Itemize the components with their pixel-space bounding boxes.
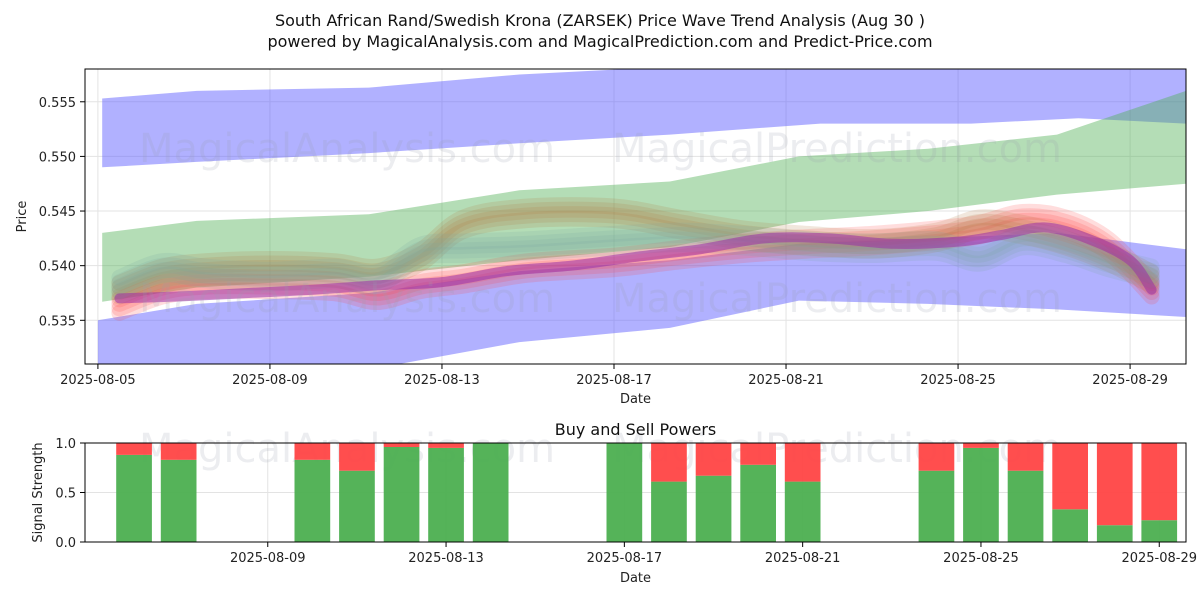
watermark-text: MagicalAnalysis.com [139, 276, 555, 322]
bottom-y-axis-label: Signal Strength [31, 442, 46, 542]
sell-bar [160, 443, 197, 460]
buy-sell-plot: MagicalAnalysis.comMagicalPrediction.com… [31, 420, 1197, 586]
sell-bar [651, 443, 687, 482]
sell-bar [1141, 443, 1178, 521]
sell-bar [428, 443, 464, 448]
buy-bar [383, 447, 420, 542]
bottom-x-tick-label: 2025-08-29 [1121, 551, 1197, 566]
buy-bar [472, 443, 509, 542]
top-x-tick-label: 2025-08-09 [232, 373, 308, 388]
watermark-text: MagicalPrediction.com [612, 276, 1062, 322]
sell-bar [963, 443, 999, 448]
bottom-chart-title: Buy and Sell Powers [555, 420, 717, 439]
buy-bar [339, 470, 375, 542]
price-wave-plot: MagicalAnalysis.com MagicalPrediction.com… [15, 68, 1187, 407]
bottom-x-tick-label: 2025-08-17 [587, 551, 663, 566]
buy-bar [963, 447, 999, 542]
buy-bar [695, 475, 732, 542]
buy-bar [651, 481, 687, 542]
top-y-tick-label: 0.540 [39, 260, 76, 275]
chart-title-line1: South African Rand/Swedish Krona (ZARSEK… [275, 11, 925, 30]
buy-bar [294, 459, 331, 542]
buy-bar [1052, 509, 1088, 542]
sell-bar [339, 443, 375, 471]
sell-bar [1007, 443, 1044, 471]
top-x-tick-label: 2025-08-25 [920, 373, 996, 388]
sell-bar [383, 443, 420, 447]
top-x-tick-label: 2025-08-13 [404, 373, 480, 388]
top-x-axis-label: Date [620, 392, 651, 407]
price-band-green-2 [102, 90, 1186, 302]
bottom-x-tick-label: 2025-08-21 [765, 551, 841, 566]
wave-line-purple-0 [114, 222, 1157, 304]
sell-bar [740, 443, 776, 465]
price-band-blue-0 [102, 69, 1186, 168]
watermark-text: MagicalPrediction.com [612, 126, 1062, 172]
top-y-tick-label: 0.535 [39, 314, 76, 329]
top-x-tick-label: 2025-08-21 [748, 373, 824, 388]
sell-bar [1096, 443, 1133, 526]
sell-bar [918, 443, 955, 471]
buy-bar [116, 454, 152, 542]
bottom-x-tick-label: 2025-08-09 [230, 551, 306, 566]
bottom-x-tick-label: 2025-08-25 [943, 551, 1019, 566]
buy-bar [606, 443, 643, 542]
top-y-axis-label: Price [15, 201, 30, 233]
bottom-y-tick-label: 1.0 [55, 437, 76, 452]
sell-bar [695, 443, 732, 476]
buy-bar [918, 470, 955, 542]
top-y-tick-label: 0.555 [39, 96, 76, 111]
wave-line-teal-1 [111, 227, 1160, 291]
bottom-x-tick-label: 2025-08-13 [408, 551, 484, 566]
bottom-y-tick-label: 0.5 [55, 487, 76, 502]
buy-bar [428, 447, 464, 542]
sell-bar [116, 443, 152, 455]
top-y-tick-label: 0.550 [39, 150, 76, 165]
buy-bar [740, 464, 776, 542]
watermark-text: MagicalAnalysis.com [139, 126, 555, 172]
wave-line-brown-1 [111, 201, 1160, 296]
top-x-tick-label: 2025-08-05 [60, 373, 136, 388]
buy-bar [160, 459, 197, 542]
chart-title-line2: powered by MagicalAnalysis.com and Magic… [267, 32, 932, 51]
buy-bar [1141, 520, 1178, 542]
top-plot-area: MagicalAnalysis.com MagicalPrediction.com… [97, 69, 1186, 364]
price-band-blue-1 [97, 232, 1186, 364]
sell-bar [294, 443, 331, 460]
top-x-tick-label: 2025-08-17 [576, 373, 652, 388]
buy-bar [1096, 525, 1133, 542]
bottom-y-tick-label: 0.0 [55, 536, 76, 551]
buy-bar [1007, 470, 1044, 542]
sell-bar [1052, 443, 1088, 510]
bottom-x-axis-label: Date [620, 571, 651, 586]
wave-line-teal-2 [111, 231, 1160, 295]
wave-line-teal-3 [111, 236, 1160, 300]
top-plot-frame [84, 68, 1187, 365]
top-y-tick-label: 0.545 [39, 205, 76, 220]
buy-bar [784, 481, 821, 542]
sell-bar [784, 443, 821, 482]
top-x-tick-label: 2025-08-29 [1092, 373, 1168, 388]
wave-line-brown-0 [111, 197, 1160, 291]
